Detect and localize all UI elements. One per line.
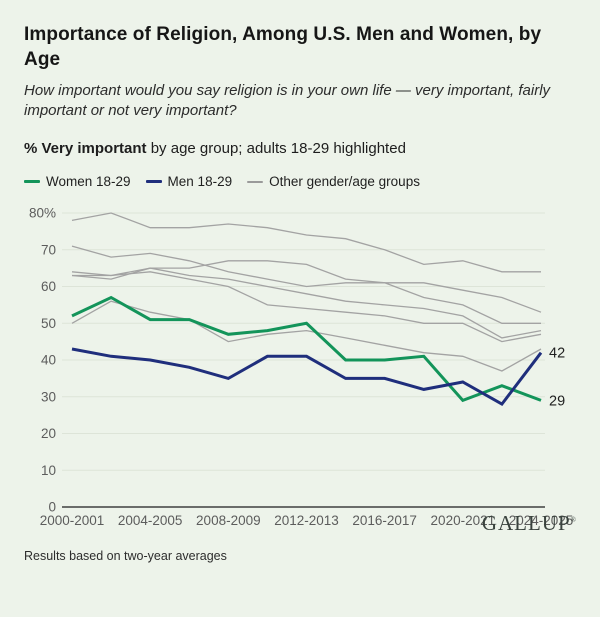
other-line-swatch-icon	[247, 180, 264, 183]
y-tick-label: 0	[48, 500, 56, 515]
footnote: Results based on two-year averages	[24, 549, 227, 563]
y-tick-label: 80%	[29, 206, 56, 221]
y-tick-label: 30	[41, 389, 56, 404]
line-chart: 80% 70 60 50 40 30 20 10 0 29 42 2000-2001 2004-2005…	[0, 193, 600, 543]
legend: Women 18-29 Men 18-29 Other gender/age g…	[24, 174, 576, 189]
other-group-line	[71, 212, 541, 273]
measure-caption: % Very important by age group; adults 18…	[24, 140, 576, 157]
gallup-logo: GALLUP®	[482, 511, 576, 536]
legend-item-women-18-29: Women 18-29	[24, 174, 131, 189]
y-tick-label: 50	[41, 316, 56, 331]
page-title: Importance of Religion, Among U.S. Men a…	[24, 24, 542, 70]
line-chart-svg: 80% 70 60 50 40 30 20 10 0 29 42 2000-2001 2004-2005…	[29, 206, 574, 529]
y-tick-label: 40	[41, 353, 56, 368]
chart-card: Importance of Religion, Among U.S. Men a…	[0, 24, 600, 563]
other-group-line	[72, 271, 542, 343]
x-tick-label: 2020-2021	[431, 513, 496, 528]
y-tick-label: 70	[41, 242, 56, 257]
x-tick-label: 2016-2017	[352, 513, 417, 528]
legend-label-women: Women 18-29	[46, 174, 131, 189]
series-line-women-18-29	[71, 295, 542, 403]
other-group-line	[71, 300, 542, 372]
other-group-line	[71, 267, 542, 339]
legend-item-men-18-29: Men 18-29	[145, 174, 233, 189]
x-tick-label: 2000-2001	[40, 513, 105, 528]
legend-label-other: Other gender/age groups	[269, 174, 420, 189]
gallup-logo-text: GALLUP	[481, 511, 571, 535]
men-line-swatch-icon	[145, 180, 162, 183]
measure-caption-rest: by age group; adults 18-29 highlighted	[146, 140, 406, 157]
series-line-men-18-29	[71, 347, 543, 407]
legend-label-men: Men 18-29	[167, 174, 233, 189]
x-tick-label: 2024-2025	[509, 513, 574, 528]
other-group-line	[71, 245, 542, 313]
women-line-swatch-icon	[24, 180, 40, 183]
y-tick-label: 10	[41, 463, 56, 478]
x-tick-label: 2012-2013	[274, 513, 339, 528]
x-tick-label: 2008-2009	[196, 513, 261, 528]
y-tick-label: 20	[41, 426, 56, 441]
end-value-label: 29	[549, 393, 565, 409]
survey-question: How important would you say religion is …	[24, 82, 551, 119]
x-tick-label: 2004-2005	[118, 513, 183, 528]
legend-item-other-groups: Other gender/age groups	[247, 174, 420, 189]
measure-caption-bold: % Very important	[24, 140, 147, 157]
y-tick-label: 60	[41, 279, 56, 294]
end-value-label: 42	[549, 346, 565, 362]
registered-mark-icon: ®	[570, 516, 576, 524]
